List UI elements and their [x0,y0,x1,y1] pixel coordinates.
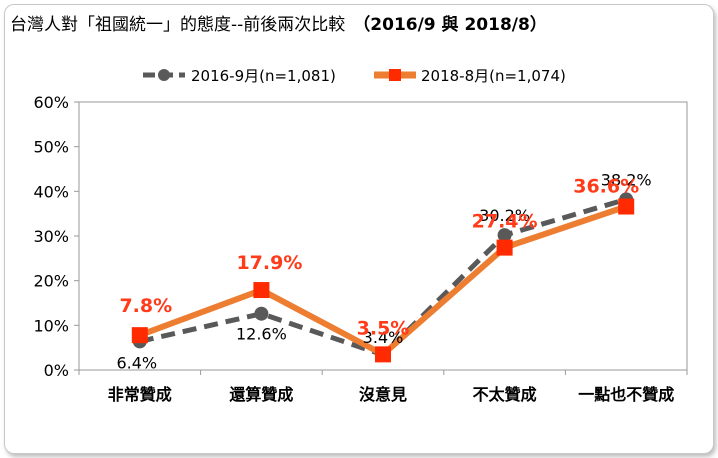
series-2016-point [254,306,269,321]
chart-subtitle: （2016/9 與 2018/8） [353,15,547,35]
x-tick-label: 一點也不贊成 [578,385,674,404]
y-tick-label: 20% [33,272,69,291]
x-tick-label: 不太贊成 [473,385,537,404]
series-2018-data-label: 3.5% [357,317,410,339]
legend-2016-label: 2016-9月(n=1,081) [191,67,336,85]
series-2018-data-label: 27.4% [472,211,538,233]
series-2018-data-label: 7.8% [119,295,172,317]
y-tick-label: 10% [33,316,69,335]
legend-2016-marker [158,69,170,81]
y-tick-label: 30% [33,227,69,246]
y-tick-label: 40% [33,182,69,201]
series-2018-point [253,282,270,299]
y-tick-label: 60% [33,93,69,112]
series-2016-data-label: 12.6% [236,325,287,344]
legend-2018-marker [389,69,401,81]
chart-title-main: 台灣人對「祖國統一」的態度--前後兩次比較 [10,15,346,35]
chart-frame [4,4,714,454]
x-tick-label: 沒意見 [359,385,407,404]
y-tick-label: 50% [33,138,69,157]
y-tick-label: 0% [44,361,69,380]
series-2018-point [496,239,513,256]
x-tick-label: 還算贊成 [229,385,293,404]
series-2018-point [131,327,148,344]
legend-2018-label: 2018-8月(n=1,074) [421,67,566,85]
series-2018-point [618,198,635,215]
series-2016-data-label: 30.2% [479,206,530,225]
series-2018-point [375,346,391,363]
series-2018-data-label: 36.6% [573,176,639,198]
series-2016-data-label: 6.4% [116,353,157,372]
series-2016-data-label: 3.4% [363,328,404,347]
chart-title: 台灣人對「祖國統一」的態度--前後兩次比較 （2016/9 與 2018/8） [10,10,547,35]
series-2016-point [497,228,512,243]
series-2016-data-label: 38.2% [601,170,652,189]
x-tick-label: 非常贊成 [108,385,172,404]
series-2018-data-label: 17.9% [236,252,302,274]
